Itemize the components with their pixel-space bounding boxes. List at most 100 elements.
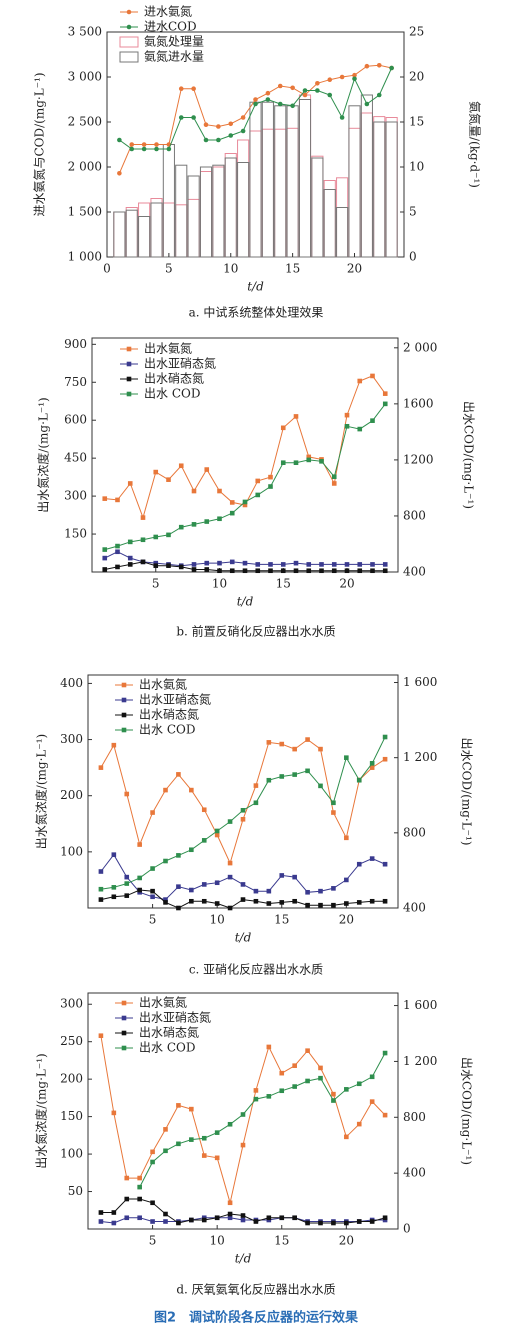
point — [150, 1159, 155, 1165]
point — [178, 86, 184, 91]
point — [344, 562, 350, 567]
point — [266, 888, 272, 894]
bar — [224, 157, 237, 258]
point — [191, 562, 197, 567]
point — [227, 1215, 233, 1221]
point — [153, 560, 159, 566]
point — [242, 568, 248, 574]
bar — [274, 105, 287, 258]
y-tick-label: 1 000 — [68, 250, 102, 264]
point — [137, 1184, 142, 1190]
bar — [237, 162, 250, 258]
y-tick-label: 900 — [64, 337, 87, 351]
point — [98, 765, 104, 770]
point — [253, 783, 259, 788]
point — [150, 888, 155, 894]
point — [111, 1210, 117, 1215]
y-tick-label: 200 — [60, 1072, 83, 1086]
y2-tick-label: 800 — [403, 825, 426, 839]
y-tick-label: 400 — [60, 676, 83, 690]
point — [305, 1048, 310, 1053]
point — [331, 1091, 336, 1097]
point — [98, 869, 104, 874]
point — [240, 1112, 246, 1117]
point — [129, 142, 135, 147]
bar — [249, 101, 262, 258]
point — [176, 884, 181, 889]
series-line — [139, 1052, 386, 1188]
point — [292, 746, 297, 752]
point — [344, 412, 350, 418]
point — [382, 1050, 388, 1056]
x-tick-label: 20 — [339, 577, 354, 591]
x-axis-label: t/d — [237, 595, 254, 609]
point — [176, 853, 181, 858]
point — [163, 897, 168, 902]
point — [370, 373, 375, 379]
point — [382, 391, 388, 396]
point — [352, 72, 357, 78]
point — [266, 740, 272, 745]
legend-marker — [121, 697, 127, 703]
point — [111, 894, 117, 900]
point — [327, 77, 333, 82]
point — [127, 562, 133, 567]
y-tick-label: 150 — [60, 1109, 83, 1123]
point — [280, 460, 286, 466]
y2-tick-label: 400 — [403, 565, 426, 579]
bar — [311, 157, 324, 258]
point — [318, 1065, 323, 1071]
point — [216, 137, 221, 143]
point — [141, 142, 147, 147]
legend-marker — [126, 9, 132, 15]
point — [176, 1141, 181, 1147]
point — [189, 898, 194, 904]
point — [201, 882, 207, 887]
y2-tick-label: 20 — [409, 70, 424, 84]
point — [191, 86, 196, 91]
y-tick-label: 300 — [64, 489, 87, 503]
bar — [125, 207, 138, 258]
point — [229, 568, 235, 574]
x-tick-label: 10 — [210, 1234, 225, 1248]
point — [280, 425, 286, 431]
point — [279, 1088, 285, 1094]
point — [382, 1112, 388, 1118]
legend-label: 氨氮处理量 — [144, 34, 204, 49]
x-tick-label: 20 — [339, 1234, 354, 1248]
point — [98, 1219, 104, 1224]
bar — [187, 175, 200, 258]
point — [115, 549, 120, 555]
point — [331, 474, 337, 480]
y2-tick-label: 1 200 — [403, 750, 437, 764]
point — [227, 1211, 233, 1217]
point — [292, 874, 297, 880]
point — [356, 1219, 362, 1224]
point — [266, 777, 272, 783]
point — [369, 1219, 375, 1224]
legend-label: 出水亚硝态氮 — [139, 692, 211, 707]
point — [327, 92, 333, 98]
point — [204, 560, 210, 566]
bar — [199, 166, 213, 258]
y2-tick-label: 25 — [409, 25, 424, 39]
point — [214, 901, 220, 906]
point — [240, 897, 246, 902]
point — [253, 898, 259, 904]
bar — [237, 139, 250, 258]
point — [369, 765, 375, 770]
point — [331, 481, 337, 486]
point — [319, 568, 324, 574]
point — [189, 787, 194, 793]
point — [331, 800, 336, 806]
bar — [150, 198, 163, 258]
point — [191, 567, 197, 572]
chart-title: a. 中试系统整体处理效果 — [189, 305, 324, 320]
point — [331, 1220, 336, 1226]
point — [306, 562, 312, 567]
point — [339, 74, 345, 80]
y-axis-label: 出水氮浓度/(mg·L⁻¹) — [34, 1053, 49, 1168]
point — [214, 1130, 220, 1135]
point — [163, 1219, 168, 1224]
